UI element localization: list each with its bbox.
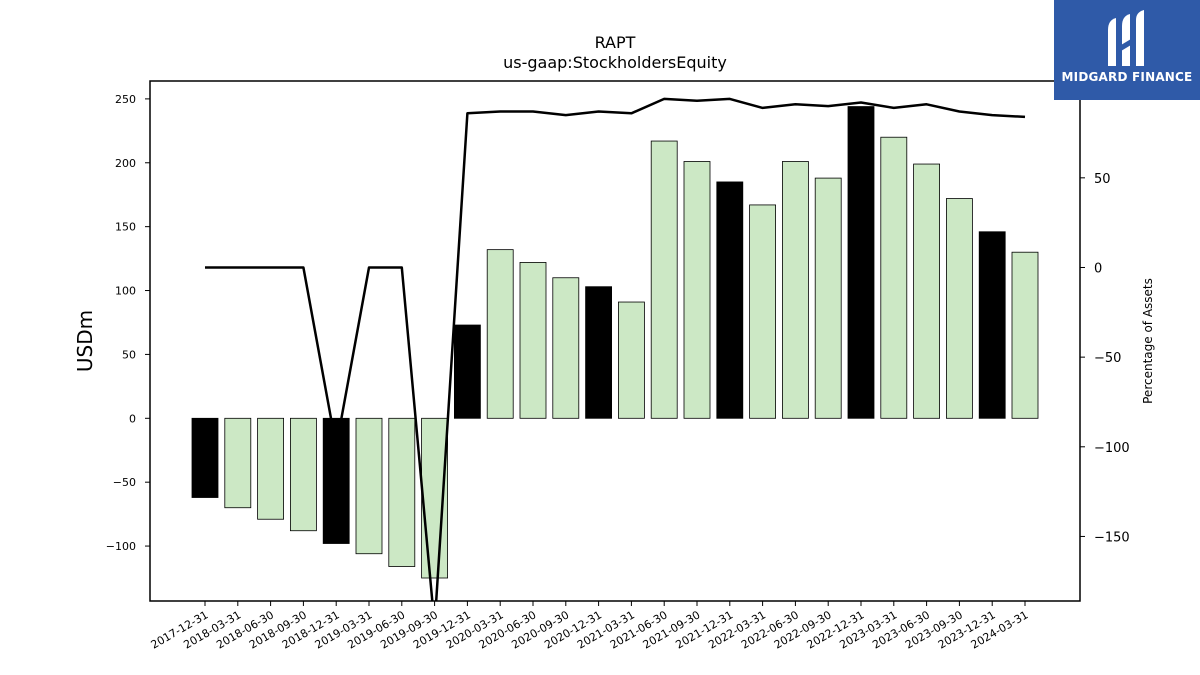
y-tick-label: 250 xyxy=(115,93,136,106)
bar xyxy=(322,417,350,544)
y-tick-label: 50 xyxy=(122,348,136,361)
y-tick-label: −100 xyxy=(106,540,136,553)
y-tick-label: 200 xyxy=(115,157,136,170)
y2-tick-label: −150 xyxy=(1094,530,1130,545)
bar xyxy=(913,163,940,419)
y-tick-label: 100 xyxy=(115,285,136,298)
y2-tick-label: −50 xyxy=(1094,351,1121,366)
bar xyxy=(289,417,317,532)
logo-text: MIDGARD FINANCE xyxy=(1061,70,1193,84)
bar xyxy=(552,277,580,419)
percentage-of-assets-line xyxy=(205,97,1026,601)
y-tick-label: 150 xyxy=(115,221,136,234)
bar xyxy=(585,286,612,419)
bar xyxy=(749,204,776,419)
y2-tick-label: 0 xyxy=(1094,261,1102,276)
bar xyxy=(814,177,842,419)
x-axis: 2017-12-312018-03-312018-06-302018-09-30… xyxy=(149,601,1031,652)
bar xyxy=(1011,251,1039,419)
bar xyxy=(978,231,1006,419)
bar xyxy=(486,249,514,419)
bar xyxy=(716,181,744,419)
bar xyxy=(618,301,645,419)
bar xyxy=(880,136,908,419)
bar xyxy=(388,417,416,567)
chart-subtitle: us-gaap:StockholdersEquity xyxy=(503,53,727,72)
bars-group xyxy=(191,106,1039,579)
bar xyxy=(683,161,711,419)
bar xyxy=(782,161,809,419)
y-axis: −100 −50 0 50 100 150 200 250 xyxy=(106,93,150,553)
bar xyxy=(650,140,678,419)
bar xyxy=(224,417,252,509)
plot-frame xyxy=(149,80,1081,602)
y-axis-label: USDm xyxy=(73,310,97,372)
bar xyxy=(946,198,973,419)
y-tick-label: 0 xyxy=(129,412,136,425)
midgard-finance-logo: MIDGARD FINANCE xyxy=(1054,0,1200,100)
bar xyxy=(257,417,285,520)
bar xyxy=(847,106,875,419)
y2-axis-label: Percentage of Assets xyxy=(1141,278,1155,404)
line-group xyxy=(205,97,1026,601)
bar xyxy=(453,324,481,419)
y2-tick-label: 50 xyxy=(1094,172,1111,187)
chart-title: RAPT xyxy=(595,33,636,52)
bar xyxy=(519,262,547,419)
bar xyxy=(355,417,383,555)
y-tick-label: −50 xyxy=(113,476,136,489)
y2-tick-label: −100 xyxy=(1094,441,1130,456)
midgard-logo-icon xyxy=(1108,10,1144,66)
bar xyxy=(191,417,219,498)
